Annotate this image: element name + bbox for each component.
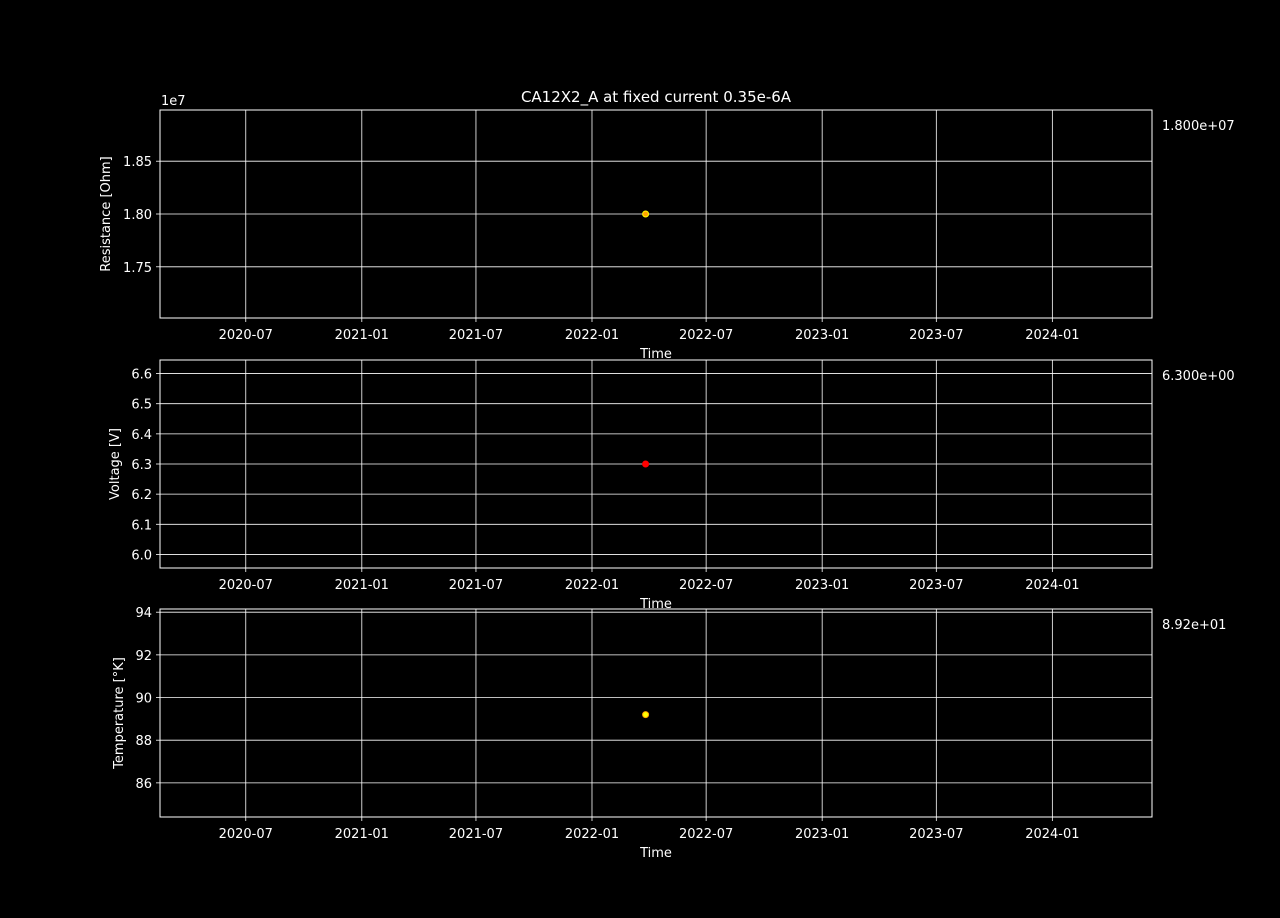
y-tick-label: 90 — [135, 692, 152, 707]
x-tick-label: 2023-07 — [909, 578, 963, 593]
x-tick-label: 2021-07 — [449, 328, 503, 343]
data-point — [642, 460, 650, 468]
x-tick-label: 2023-01 — [795, 578, 849, 593]
x-tick-label: 2021-07 — [449, 827, 503, 842]
x-tick-label: 2020-07 — [219, 328, 273, 343]
x-tick-label: 2021-01 — [335, 827, 389, 842]
x-tick-label: 2024-01 — [1025, 827, 1079, 842]
y-tick-label: 92 — [135, 649, 152, 664]
y-tick-label: 6.4 — [131, 428, 152, 443]
data-point — [642, 711, 650, 719]
x-tick-label: 2020-07 — [219, 578, 273, 593]
y-axis-label: Voltage [V] — [108, 428, 123, 500]
x-tick-label: 2023-01 — [795, 328, 849, 343]
x-tick-label: 2022-01 — [565, 827, 619, 842]
x-tick-label: 2024-01 — [1025, 328, 1079, 343]
x-tick-label: 2023-07 — [909, 328, 963, 343]
subplot-resistance: 2020-07 2021-01 2021-07 2022-01 2022-07 2023-… — [99, 94, 1235, 362]
y-tick-label: 6.3 — [131, 458, 152, 473]
side-value-readout: 8.92e+01 — [1162, 618, 1226, 633]
y-tick-label: 6.1 — [131, 518, 152, 533]
y-tick-label: 88 — [135, 734, 152, 749]
axes-frame — [159, 109, 1153, 319]
x-tick-label: 2021-07 — [449, 578, 503, 593]
y-tick-label: 6.6 — [131, 368, 152, 383]
y-tick-label: 94 — [135, 606, 152, 621]
x-axis-label: Time — [639, 347, 672, 362]
y-tick-label: 6.0 — [131, 548, 152, 563]
x-tick-label: 2021-01 — [335, 328, 389, 343]
y-tick-label: 6.5 — [131, 398, 152, 413]
subplot-temperature: 2020-07 2021-01 2021-07 2022-01 2022-07 2023-… — [112, 606, 1226, 861]
x-tick-label: 2022-07 — [679, 578, 733, 593]
side-value-readout: 6.300e+00 — [1162, 369, 1235, 384]
y-tick-label: 86 — [135, 777, 152, 792]
x-tick-label: 2022-07 — [679, 827, 733, 842]
subplot-voltage: 2020-07 2021-01 2021-07 2022-01 2022-07 2023-… — [108, 359, 1235, 612]
y-tick-label: 1.80 — [123, 208, 152, 223]
axes-frame — [159, 359, 1153, 569]
x-tick-label: 2023-07 — [909, 827, 963, 842]
side-value-readout: 1.800e+07 — [1162, 119, 1235, 134]
x-axis-label: Time — [639, 597, 672, 612]
data-point — [642, 210, 650, 218]
x-tick-label: 2022-01 — [565, 328, 619, 343]
y-offset-label: 1e7 — [161, 94, 186, 109]
y-tick-label: 1.75 — [123, 261, 152, 276]
y-axis-label: Resistance [Ohm] — [99, 156, 114, 271]
x-tick-label: 2021-01 — [335, 578, 389, 593]
y-tick-label: 1.85 — [123, 155, 152, 170]
x-tick-label: 2020-07 — [219, 827, 273, 842]
x-axis-label: Time — [639, 846, 672, 861]
y-axis-label: Temperature [°K] — [112, 657, 127, 770]
x-tick-label: 2022-07 — [679, 328, 733, 343]
axes-frame — [159, 608, 1153, 818]
plots-container: 2020-07 2021-01 2021-07 2022-01 2022-07 2023-… — [99, 94, 1235, 861]
figure-title: CA12X2_A at fixed current 0.35e-6A — [521, 88, 792, 107]
x-tick-label: 2023-01 — [795, 827, 849, 842]
y-tick-label: 6.2 — [131, 488, 152, 503]
x-tick-label: 2022-01 — [565, 578, 619, 593]
x-tick-label: 2024-01 — [1025, 578, 1079, 593]
